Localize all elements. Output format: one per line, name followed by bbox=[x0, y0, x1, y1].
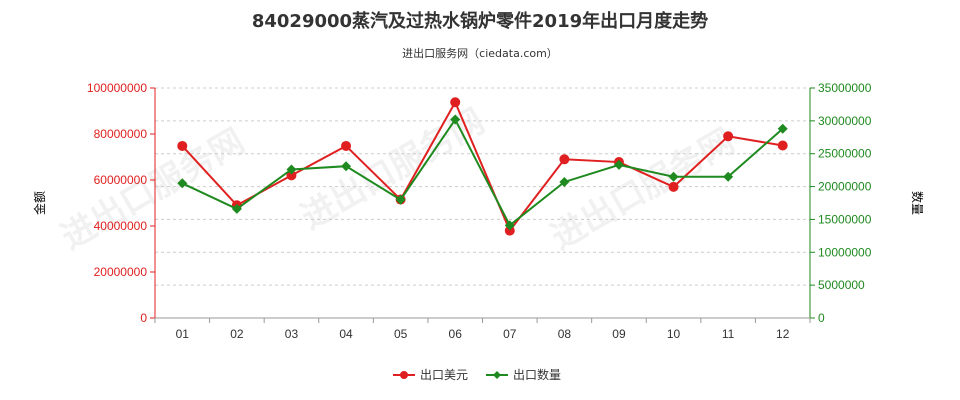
x-tick-label: 05 bbox=[394, 327, 408, 341]
left-tick-label: 80000000 bbox=[94, 127, 148, 141]
x-tick-label: 04 bbox=[339, 327, 353, 341]
legend-label-2: 出口数量 bbox=[513, 367, 561, 382]
series-2-point bbox=[177, 178, 188, 189]
left-tick-label: 20000000 bbox=[94, 265, 148, 279]
series-line-1 bbox=[181, 99, 783, 233]
x-axis-ticks: 01 02 03 04 05 06 07 08 09 10 11 12 bbox=[154, 318, 811, 341]
series-2-point bbox=[450, 114, 461, 125]
series-2-point bbox=[231, 203, 242, 214]
series-1-point bbox=[286, 170, 297, 181]
watermark: 进出口服务网 bbox=[295, 101, 492, 238]
series-2-point bbox=[504, 220, 515, 231]
x-tick-label: 07 bbox=[503, 327, 517, 341]
right-tick-label: 5000000 bbox=[818, 278, 865, 292]
left-tick-label: 60000000 bbox=[94, 173, 148, 187]
series-1-point bbox=[559, 154, 570, 165]
x-tick-label: 02 bbox=[230, 327, 244, 341]
x-tick-label: 03 bbox=[285, 327, 299, 341]
right-axis-ticks: 0 5000000 10000000 15000000 20000000 25000000… bbox=[810, 81, 872, 325]
legend: 出口美元 出口数量 bbox=[393, 367, 561, 382]
x-tick-label: 10 bbox=[667, 327, 681, 341]
gridlines bbox=[155, 87, 810, 286]
right-tick-label: 10000000 bbox=[818, 245, 872, 259]
series-line-2 bbox=[181, 117, 784, 227]
legend-marker-1 bbox=[400, 371, 408, 379]
left-tick-label: 40000000 bbox=[94, 219, 148, 233]
series-2-point bbox=[341, 161, 352, 172]
series-1-point bbox=[504, 225, 515, 236]
x-tick-label: 09 bbox=[612, 327, 626, 341]
x-tick-label: 11 bbox=[722, 327, 735, 341]
left-axis-ticks: 0 20000000 40000000 60000000 80000000 1000000… bbox=[87, 81, 155, 325]
left-tick-label: 100000000 bbox=[87, 81, 147, 95]
right-axis-title: 数量 bbox=[910, 191, 925, 215]
right-tick-label: 0 bbox=[818, 311, 825, 325]
watermark: 进出口服务网 bbox=[545, 121, 742, 258]
series-1-point bbox=[341, 140, 352, 151]
series-2-point bbox=[723, 171, 734, 182]
x-tick-label: 12 bbox=[776, 327, 790, 341]
series-layer bbox=[177, 97, 788, 236]
left-axis-title: 金额 bbox=[32, 191, 47, 215]
series-2-point bbox=[286, 164, 297, 175]
right-tick-label: 25000000 bbox=[818, 147, 872, 161]
series-1-point bbox=[723, 131, 734, 142]
series-1-point bbox=[668, 181, 679, 192]
x-tick-label: 06 bbox=[449, 327, 463, 341]
x-tick-label: 08 bbox=[558, 327, 572, 341]
series-2-point bbox=[613, 159, 624, 170]
series-2-point bbox=[668, 171, 679, 182]
right-tick-label: 20000000 bbox=[818, 180, 872, 194]
series-1-point bbox=[177, 140, 188, 151]
series-1-point bbox=[450, 97, 461, 108]
legend-label-1: 出口美元 bbox=[420, 368, 468, 382]
right-tick-label: 15000000 bbox=[818, 212, 872, 226]
x-tick-label: 01 bbox=[176, 327, 190, 341]
series-2-point bbox=[777, 123, 788, 134]
series-1-point bbox=[777, 140, 788, 151]
right-tick-label: 35000000 bbox=[818, 81, 872, 95]
left-tick-label: 0 bbox=[140, 311, 147, 325]
series-2-point bbox=[559, 176, 570, 187]
right-tick-label: 30000000 bbox=[818, 114, 872, 128]
legend-marker-2 bbox=[493, 371, 501, 379]
chart-subtitle: 进出口服务网（ciedata.com） bbox=[402, 46, 558, 60]
series-2-point bbox=[395, 194, 406, 205]
chart-title: 84029000蒸汽及过热水锅炉零件2019年出口月度走势 bbox=[252, 10, 708, 32]
